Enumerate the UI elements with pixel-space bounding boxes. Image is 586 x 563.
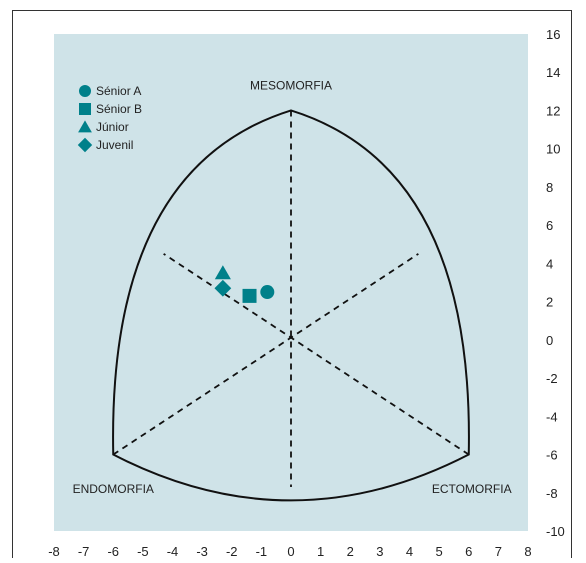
y-tick-label: 12 — [546, 103, 560, 118]
legend-label: Júnior — [96, 120, 129, 134]
legend-marker-square — [79, 103, 91, 115]
y-tick-label: -6 — [546, 448, 558, 463]
x-axis-ticks: -8 -7 -6 -5 -4 -3 -2 -1 0 1 2 3 4 5 6 7 8 — [48, 544, 531, 559]
data-point-square — [242, 288, 257, 303]
endomorphy-label: ENDOMORFIA — [73, 482, 154, 496]
endomorphy-axis-line — [112, 253, 419, 456]
data-point-triangle — [214, 265, 231, 280]
y-tick-label: 6 — [546, 218, 553, 233]
y-tick-label: -8 — [546, 486, 558, 501]
x-tick-label: -5 — [137, 544, 149, 559]
x-tick-label: -7 — [78, 544, 90, 559]
x-tick-label: -8 — [48, 544, 60, 559]
y-tick-label: -10 — [546, 524, 565, 539]
data-point-circle — [260, 285, 275, 300]
x-tick-label: 0 — [287, 544, 294, 559]
x-tick-label: -3 — [196, 544, 208, 559]
legend-label: Sénior A — [96, 84, 141, 98]
legend-label: Juvenil — [96, 138, 133, 152]
x-tick-label: 3 — [376, 544, 383, 559]
data-points — [214, 265, 275, 303]
y-tick-label: 14 — [546, 65, 560, 80]
legend-marker-triangle — [78, 120, 92, 133]
x-tick-label: 6 — [465, 544, 472, 559]
y-tick-label: -2 — [546, 371, 558, 386]
legend-marker-diamond — [77, 137, 93, 153]
y-tick-label: 8 — [546, 180, 553, 195]
chart-frame — [12, 10, 572, 558]
somatochart-outline — [112, 109, 470, 502]
vertex-labels: MESOMORFIA ENDOMORFIA ECTOMORFIA — [73, 78, 512, 495]
x-tick-label: 2 — [347, 544, 354, 559]
x-tick-label: -2 — [226, 544, 238, 559]
x-tick-label: 5 — [436, 544, 443, 559]
x-tick-label: -4 — [167, 544, 179, 559]
data-point-diamond — [214, 279, 232, 297]
somatochart-lines — [112, 109, 470, 502]
y-tick-label: -4 — [546, 409, 558, 424]
y-tick-label: 2 — [546, 295, 553, 310]
ectomorphy-label: ECTOMORFIA — [432, 482, 512, 496]
y-axis-ticks: 16 14 12 10 8 6 4 2 0 -2 -4 -6 -8 -10 — [546, 27, 565, 539]
x-tick-label: 1 — [317, 544, 324, 559]
legend-label: Sénior B — [96, 102, 142, 116]
y-tick-label: 10 — [546, 142, 560, 157]
y-tick-label: 4 — [546, 256, 553, 271]
x-tick-label: -1 — [256, 544, 268, 559]
x-tick-label: 4 — [406, 544, 413, 559]
x-tick-label: 7 — [495, 544, 502, 559]
y-tick-label: 0 — [546, 333, 553, 348]
legend: Sénior A Sénior B Júnior Juvenil — [77, 84, 142, 153]
legend-marker-circle — [79, 85, 91, 97]
ectomorphy-axis-line — [163, 253, 470, 456]
x-tick-label: 8 — [524, 544, 531, 559]
x-tick-label: -6 — [107, 544, 119, 559]
y-tick-label: 16 — [546, 27, 560, 42]
mesomorphy-label: MESOMORFIA — [250, 78, 332, 92]
